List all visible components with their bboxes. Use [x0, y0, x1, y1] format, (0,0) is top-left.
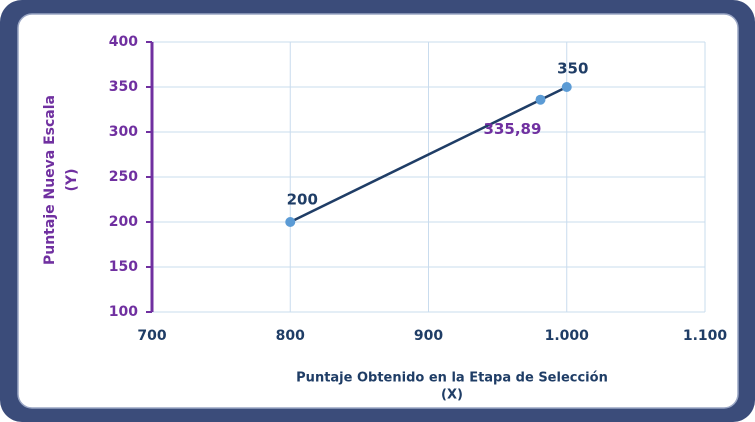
x-tick-label: 700: [137, 328, 166, 344]
y-axis-title: (Y): [64, 169, 80, 192]
point: [561, 82, 572, 92]
y-tick-label: 350: [109, 79, 138, 95]
x-tick-label: 1.000: [545, 328, 590, 344]
panel: [17, 13, 739, 409]
y-tick-label: 200: [109, 214, 138, 230]
y-tick-label: 300: [109, 124, 138, 140]
x-axis-title: (X): [441, 388, 463, 403]
y-tick-label: 400: [109, 34, 138, 50]
data-label: 200: [287, 191, 318, 209]
line: [289, 85, 568, 224]
x-tick-label: 1.100: [683, 328, 728, 344]
point: [285, 217, 296, 227]
y-tick-label: 150: [109, 259, 138, 275]
y-axis-title: Puntaje Nueva Escala: [42, 95, 58, 265]
data-label: 350: [557, 60, 588, 78]
point: [535, 94, 546, 105]
x-tick-label: 900: [414, 328, 443, 344]
data-label: 335,89: [484, 120, 542, 138]
x-tick-label: 800: [276, 328, 305, 344]
y-tick-label: 250: [109, 169, 138, 185]
y-tick-label: 100: [109, 304, 138, 320]
x-axis-title: Puntaje Obtenido en la Etapa de Selecció…: [296, 371, 608, 386]
